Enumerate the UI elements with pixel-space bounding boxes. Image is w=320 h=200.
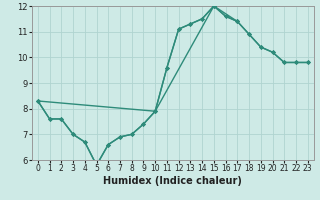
- X-axis label: Humidex (Indice chaleur): Humidex (Indice chaleur): [103, 176, 242, 186]
